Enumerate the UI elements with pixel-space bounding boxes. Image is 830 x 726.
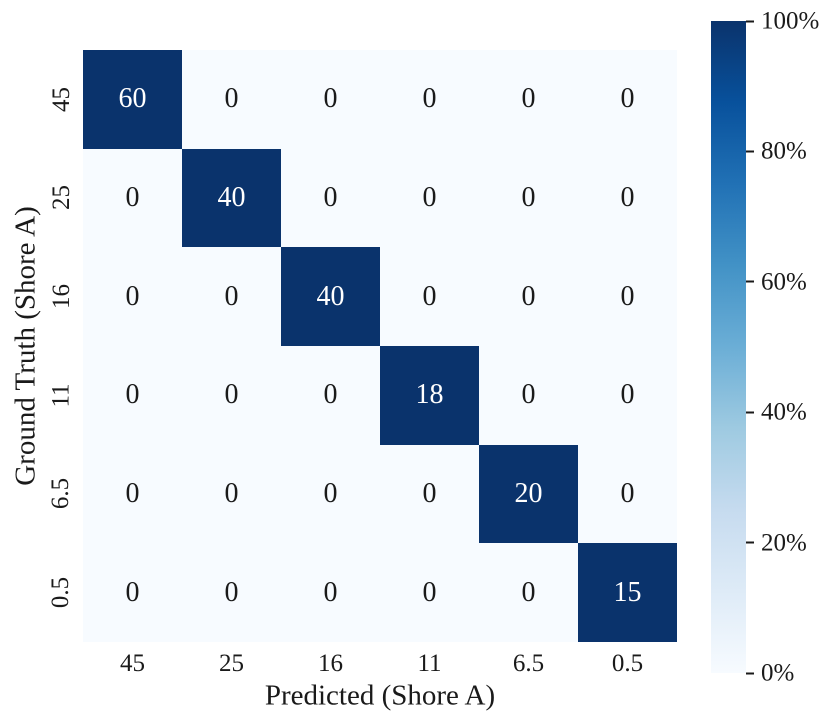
colorbar-tick: 20% [746,530,807,555]
heatmap-cell: 40 [281,247,380,346]
y-tick-label: 45 [47,86,75,112]
heatmap-cell: 0 [182,247,281,346]
heatmap-cell: 0 [479,543,578,642]
heatmap-cell: 0 [479,50,578,149]
heatmap-cell: 0 [380,444,479,544]
colorbar-tick-mark [746,20,754,22]
y-axis-label: Ground Truth (Shore A) [9,206,42,486]
heatmap-cell: 0 [380,543,479,642]
heatmap-cell: 0 [83,444,182,544]
x-tick-label: 0.5 [611,649,644,677]
heatmap-cell: 0 [578,50,677,149]
heatmap-cell: 0 [578,444,677,544]
heatmap-cell: 0 [281,148,380,248]
colorbar-tick-label: 80% [761,137,807,165]
x-axis-tick-labels: 45 25 16 11 6.5 0.5 [83,648,677,678]
heatmap-cell: 60 [83,50,182,149]
heatmap-cell: 0 [281,345,380,445]
x-tick-label: 6.5 [512,649,545,677]
colorbar-tick: 60% [746,269,807,294]
x-tick-label: 16 [318,649,343,677]
colorbar-tick-mark [746,411,754,414]
heatmap-cell: 0 [479,345,578,445]
colorbar-tick-mark [746,541,754,544]
heatmap-cell: 0 [83,247,182,346]
heatmap-cell: 0 [479,247,578,346]
heatmap-cell: 0 [578,345,677,445]
colorbar-tick: 80% [746,139,807,164]
colorbar-tick: 100% [746,9,819,34]
y-tick-label: 6.5 [47,478,75,510]
heatmap-cell: 0 [182,444,281,544]
heatmap-cell: 0 [380,148,479,248]
heatmap-cell: 0 [83,543,182,642]
heatmap-cell: 0 [83,345,182,445]
x-tick-label: 11 [417,649,442,677]
colorbar-tick-mark [746,280,754,283]
colorbar-gradient [711,21,746,673]
heatmap-grid: 60 0 0 0 0 0 0 40 0 0 0 0 0 0 40 0 0 0 0 0 0 18 0 0 0 0 0 0 20 0 0 0 0 0 0… [83,50,677,642]
x-axis-label: Predicted (Shore A) [264,679,496,712]
heatmap-cell: 0 [380,247,479,346]
y-axis-tick-labels: 45 25 16 11 6.5 0.5 [40,50,82,642]
heatmap-cell: 40 [182,148,281,248]
colorbar-tick-mark [746,672,754,674]
y-tick-label: 16 [47,284,75,310]
heatmap-cell: 0 [380,50,479,149]
colorbar-tick-label: 0% [761,659,795,687]
heatmap-cell: 0 [281,543,380,642]
colorbar-tick-label: 60% [761,268,807,296]
heatmap-cell: 0 [182,345,281,445]
x-tick-label: 25 [219,649,244,677]
colorbar-tick-label: 100% [761,7,820,35]
heatmap-cell: 15 [578,543,677,642]
heatmap-cell: 20 [479,444,578,544]
heatmap-cell: 0 [578,148,677,248]
heatmap-cell: 0 [578,247,677,346]
heatmap-cell: 0 [281,50,380,149]
x-tick-label: 45 [120,649,145,677]
colorbar-tick-mark [746,150,754,153]
heatmap-cell: 0 [182,543,281,642]
colorbar-tick-labels: 100% 80% 60% 40% 20% 0% [746,9,830,686]
heatmap-cell: 0 [479,148,578,248]
heatmap-cell: 0 [182,50,281,149]
heatmap-cell: 0 [83,148,182,248]
colorbar-tick-label: 20% [761,529,807,557]
colorbar-tick-label: 40% [761,398,807,426]
colorbar-tick: 0% [746,661,794,686]
y-tick-label: 11 [47,383,75,408]
y-tick-label: 0.5 [47,577,75,609]
heatmap-cell: 0 [281,444,380,544]
heatmap-cell: 18 [380,345,479,445]
colorbar-tick: 40% [746,400,807,425]
y-tick-label: 25 [47,185,75,211]
